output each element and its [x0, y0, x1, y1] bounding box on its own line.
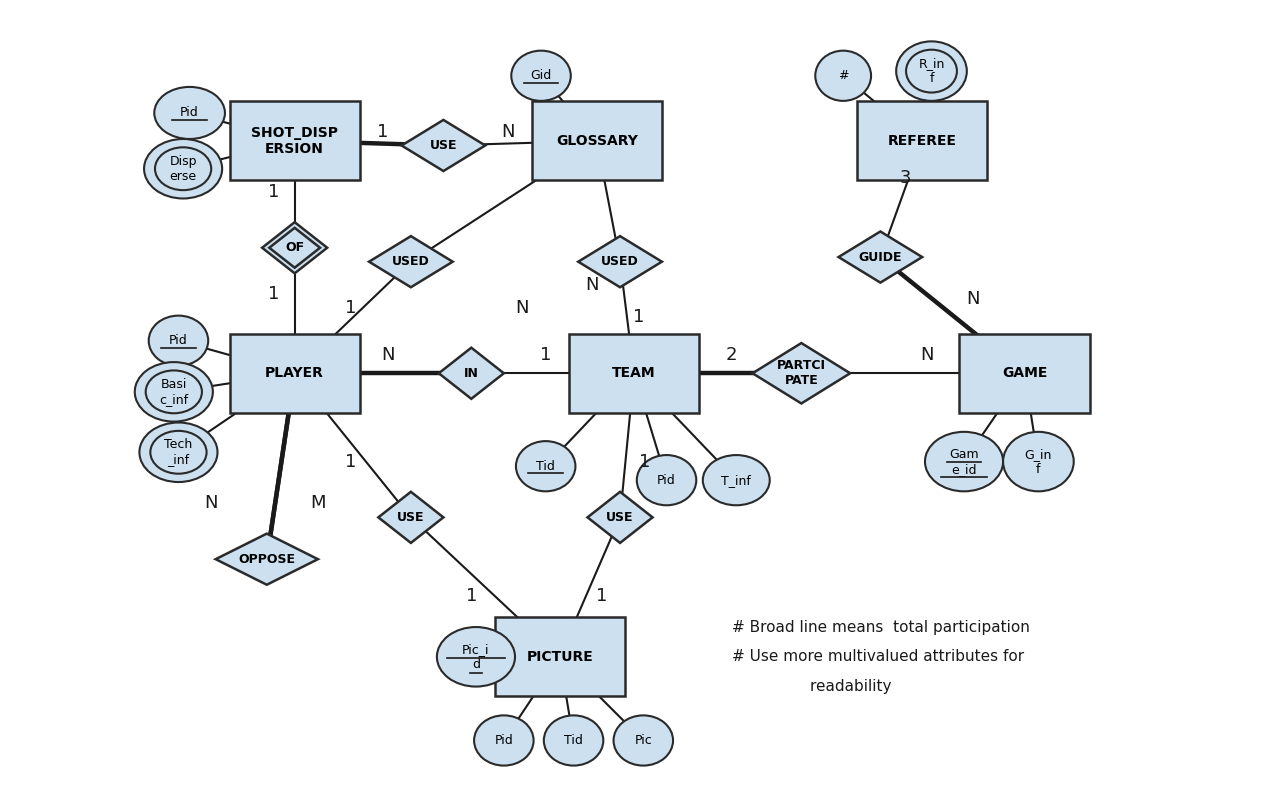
Text: Tid: Tid: [564, 734, 583, 747]
Text: PARTCI
PATE: PARTCI PATE: [777, 359, 825, 387]
Text: 1: 1: [268, 183, 279, 201]
Ellipse shape: [437, 627, 515, 687]
Text: T_inf: T_inf: [721, 473, 751, 487]
Ellipse shape: [896, 41, 966, 101]
Text: N: N: [380, 346, 394, 364]
Text: 1: 1: [345, 299, 356, 317]
Ellipse shape: [907, 50, 957, 93]
Text: USED: USED: [601, 255, 639, 268]
Polygon shape: [439, 347, 503, 399]
Text: 1: 1: [639, 453, 650, 470]
Text: Gam
e_id: Gam e_id: [950, 447, 979, 476]
Text: Tech
_inf: Tech _inf: [165, 439, 193, 466]
Text: 1: 1: [345, 453, 356, 470]
Text: Pic: Pic: [634, 734, 652, 747]
Text: Pid: Pid: [169, 334, 188, 347]
Text: N: N: [921, 346, 933, 364]
Text: USE: USE: [397, 511, 425, 524]
Text: # Use more multivalued attributes for: # Use more multivalued attributes for: [732, 649, 1023, 665]
Text: USED: USED: [392, 255, 430, 268]
Ellipse shape: [139, 423, 218, 482]
Ellipse shape: [155, 147, 212, 190]
Polygon shape: [838, 232, 922, 282]
Text: Tid: Tid: [536, 460, 555, 473]
Text: Basi
c_inf: Basi c_inf: [160, 377, 189, 406]
Text: readability: readability: [732, 679, 891, 694]
Ellipse shape: [637, 455, 696, 505]
Polygon shape: [216, 534, 318, 584]
Text: 3: 3: [900, 169, 912, 187]
Text: 1: 1: [378, 123, 389, 140]
Text: Gid: Gid: [530, 69, 552, 82]
Text: Pid: Pid: [180, 106, 199, 120]
Polygon shape: [587, 492, 653, 543]
Ellipse shape: [924, 432, 1003, 492]
Text: GAME: GAME: [1002, 366, 1047, 381]
Ellipse shape: [511, 51, 571, 101]
Text: M: M: [311, 494, 326, 512]
Ellipse shape: [544, 715, 604, 765]
Polygon shape: [402, 120, 486, 171]
Text: Disp
erse: Disp erse: [170, 155, 197, 182]
Text: 2: 2: [725, 346, 738, 364]
Polygon shape: [960, 334, 1089, 413]
Text: 1: 1: [268, 285, 279, 303]
Text: OF: OF: [285, 241, 304, 255]
Ellipse shape: [1003, 432, 1074, 492]
Text: N: N: [502, 123, 515, 140]
Ellipse shape: [134, 362, 213, 422]
Text: OPPOSE: OPPOSE: [238, 553, 295, 565]
Ellipse shape: [702, 455, 770, 505]
Text: PICTURE: PICTURE: [526, 649, 593, 664]
Text: 1: 1: [633, 308, 644, 327]
Text: GLOSSARY: GLOSSARY: [555, 134, 638, 147]
Text: #: #: [838, 69, 848, 82]
Polygon shape: [378, 492, 444, 543]
Text: R_in
f: R_in f: [918, 57, 945, 85]
Text: N: N: [204, 494, 218, 512]
Ellipse shape: [815, 51, 871, 101]
Polygon shape: [262, 222, 327, 274]
Text: 1: 1: [540, 346, 552, 364]
Text: N: N: [516, 299, 529, 317]
Text: USE: USE: [430, 139, 458, 152]
Text: SHOT_DISP
ERSION: SHOT_DISP ERSION: [251, 126, 339, 156]
Text: TEAM: TEAM: [612, 366, 656, 381]
Ellipse shape: [614, 715, 673, 765]
Ellipse shape: [146, 370, 202, 413]
Polygon shape: [495, 617, 625, 696]
Polygon shape: [578, 236, 662, 287]
Polygon shape: [230, 102, 360, 180]
Ellipse shape: [474, 715, 534, 765]
Text: REFEREE: REFEREE: [888, 134, 956, 147]
Ellipse shape: [148, 316, 208, 366]
Text: PLAYER: PLAYER: [265, 366, 325, 381]
Ellipse shape: [145, 139, 222, 198]
Polygon shape: [269, 228, 320, 268]
Text: # Broad line means  total participation: # Broad line means total participation: [732, 619, 1030, 634]
Text: Pid: Pid: [495, 734, 514, 747]
Text: 1: 1: [596, 588, 607, 605]
Text: G_in
f: G_in f: [1025, 447, 1052, 476]
Ellipse shape: [155, 87, 224, 139]
Polygon shape: [369, 236, 453, 287]
Text: 1: 1: [465, 588, 477, 605]
Text: GUIDE: GUIDE: [858, 251, 902, 263]
Polygon shape: [531, 102, 662, 180]
Polygon shape: [752, 343, 850, 404]
Ellipse shape: [151, 431, 207, 473]
Text: Pic_i
d: Pic_i d: [463, 643, 489, 671]
Polygon shape: [857, 102, 988, 180]
Text: Pid: Pid: [657, 473, 676, 487]
Text: N: N: [586, 276, 598, 294]
Text: N: N: [966, 290, 980, 308]
Ellipse shape: [516, 441, 576, 492]
Text: IN: IN: [464, 366, 479, 380]
Polygon shape: [230, 334, 360, 413]
Polygon shape: [569, 334, 699, 413]
Text: USE: USE: [606, 511, 634, 524]
